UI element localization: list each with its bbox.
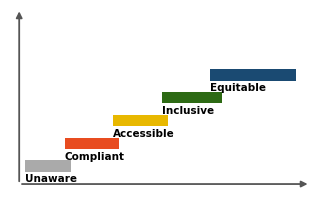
FancyBboxPatch shape xyxy=(113,115,168,126)
Text: Unaware: Unaware xyxy=(25,174,77,184)
Text: Inclusive: Inclusive xyxy=(162,106,214,116)
Text: Accessible: Accessible xyxy=(113,129,175,139)
FancyBboxPatch shape xyxy=(25,160,71,172)
FancyBboxPatch shape xyxy=(162,92,222,103)
FancyBboxPatch shape xyxy=(211,69,296,80)
FancyBboxPatch shape xyxy=(65,138,119,149)
Text: Compliant: Compliant xyxy=(65,152,125,162)
Text: Equitable: Equitable xyxy=(211,83,267,93)
